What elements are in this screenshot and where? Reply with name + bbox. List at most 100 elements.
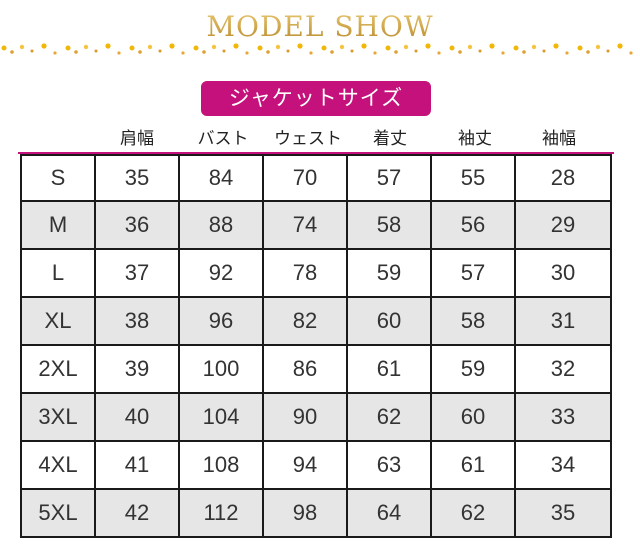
table-cell: 63 xyxy=(348,442,432,490)
decorative-dot xyxy=(553,43,559,49)
section-badge: ジャケットサイズ xyxy=(201,81,431,116)
decorative-dot xyxy=(458,50,462,54)
table-cell: 59 xyxy=(432,346,516,394)
decorative-dot xyxy=(129,45,135,51)
table-cell: 61 xyxy=(348,346,432,394)
decorative-dot xyxy=(41,43,47,49)
table-cell: 57 xyxy=(348,154,432,202)
decorative-dot xyxy=(1,45,7,51)
decorative-dot xyxy=(350,49,354,53)
decorative-dot xyxy=(211,44,217,50)
decorative-dot xyxy=(30,49,34,53)
decorative-dot xyxy=(522,50,526,54)
table-cell: 32 xyxy=(516,346,612,394)
table-cell: 90 xyxy=(264,394,348,442)
decorative-dot xyxy=(425,43,431,49)
table-cell: 70 xyxy=(264,154,348,202)
size-table: S 35 84 70 57 55 28 M 36 88 74 58 56 29 L 37 92 78 59 57 30 X… xyxy=(20,154,612,538)
decorative-dot xyxy=(629,51,633,55)
column-header-length: 着丈 xyxy=(373,129,407,149)
decorative-dot xyxy=(53,51,57,55)
table-cell: 38 xyxy=(96,298,180,346)
table-cell: 61 xyxy=(432,442,516,490)
decorative-dot xyxy=(478,49,482,53)
table-cell: 39 xyxy=(96,346,180,394)
decorative-dot xyxy=(147,44,153,50)
table-cell: 86 xyxy=(264,346,348,394)
decorative-dot xyxy=(394,50,398,54)
size-label-cell: S xyxy=(20,154,96,202)
table-cell: 60 xyxy=(432,394,516,442)
decorative-dot xyxy=(105,43,111,49)
decorative-dot xyxy=(181,51,185,55)
decorative-dot xyxy=(467,44,473,50)
decorative-dot xyxy=(489,43,495,49)
decorative-dot xyxy=(577,45,583,51)
table-cell: 92 xyxy=(180,250,264,298)
column-header-bust: バスト xyxy=(197,129,249,149)
decorative-dot xyxy=(617,43,623,49)
decorative-dot xyxy=(542,49,546,53)
decorative-dot xyxy=(138,50,142,54)
decorative-dot xyxy=(309,51,313,55)
decorative-dot xyxy=(233,43,239,49)
decorative-dot xyxy=(257,45,263,51)
table-cell: 33 xyxy=(516,394,612,442)
table-cell: 40 xyxy=(96,394,180,442)
decorative-dot xyxy=(202,50,206,54)
decorative-dot xyxy=(565,51,569,55)
table-cell: 112 xyxy=(180,490,264,538)
table-row: 4XL 41 108 94 63 61 34 xyxy=(20,442,612,490)
table-cell: 34 xyxy=(516,442,612,490)
decorative-dot xyxy=(266,50,270,54)
decorative-dot xyxy=(222,49,226,53)
table-cell: 88 xyxy=(180,202,264,250)
decorative-dot xyxy=(193,45,199,51)
column-header-waist: ウェスト xyxy=(274,129,342,149)
table-cell: 100 xyxy=(180,346,264,394)
decorative-dot xyxy=(437,51,441,55)
column-header-sleeve-length: 袖丈 xyxy=(458,129,492,149)
table-cell: 58 xyxy=(432,298,516,346)
decorative-dot xyxy=(297,43,303,49)
decorative-dot xyxy=(286,49,290,53)
table-row: 2XL 39 100 86 61 59 32 xyxy=(20,346,612,394)
decorative-dot xyxy=(361,43,367,49)
table-row: 5XL 42 112 98 64 62 35 xyxy=(20,490,612,538)
decorative-dot xyxy=(117,51,121,55)
decorative-dot xyxy=(531,44,537,50)
decorative-dot xyxy=(94,49,98,53)
size-label-cell: 3XL xyxy=(20,394,96,442)
table-cell: 82 xyxy=(264,298,348,346)
decorative-dot xyxy=(158,49,162,53)
table-cell: 35 xyxy=(96,154,180,202)
decorative-dot xyxy=(513,45,519,51)
table-cell: 84 xyxy=(180,154,264,202)
decorative-dot xyxy=(74,50,78,54)
table-cell: 58 xyxy=(348,202,432,250)
table-cell: 56 xyxy=(432,202,516,250)
table-cell: 35 xyxy=(516,490,612,538)
decorative-dot xyxy=(501,51,505,55)
size-label-cell: XL xyxy=(20,298,96,346)
decorative-dot xyxy=(373,51,377,55)
table-row: S 35 84 70 57 55 28 xyxy=(20,154,612,202)
decorative-dot xyxy=(275,44,281,50)
column-headers: 肩幅 バスト ウェスト 着丈 袖丈 袖幅 xyxy=(0,124,640,150)
table-cell: 62 xyxy=(432,490,516,538)
size-label-cell: L xyxy=(20,250,96,298)
column-header-sleeve-width: 袖幅 xyxy=(542,129,576,149)
table-cell: 108 xyxy=(180,442,264,490)
size-label-cell: 5XL xyxy=(20,490,96,538)
decorative-dot xyxy=(385,45,391,51)
decorative-dot xyxy=(586,50,590,54)
table-row: M 36 88 74 58 56 29 xyxy=(20,202,612,250)
table-cell: 94 xyxy=(264,442,348,490)
table-cell: 31 xyxy=(516,298,612,346)
decorative-dot xyxy=(321,45,327,51)
decorative-dots xyxy=(1,43,633,55)
size-label-cell: M xyxy=(20,202,96,250)
decorative-dot xyxy=(65,45,71,51)
decorative-dot xyxy=(169,43,175,49)
table-cell: 37 xyxy=(96,250,180,298)
